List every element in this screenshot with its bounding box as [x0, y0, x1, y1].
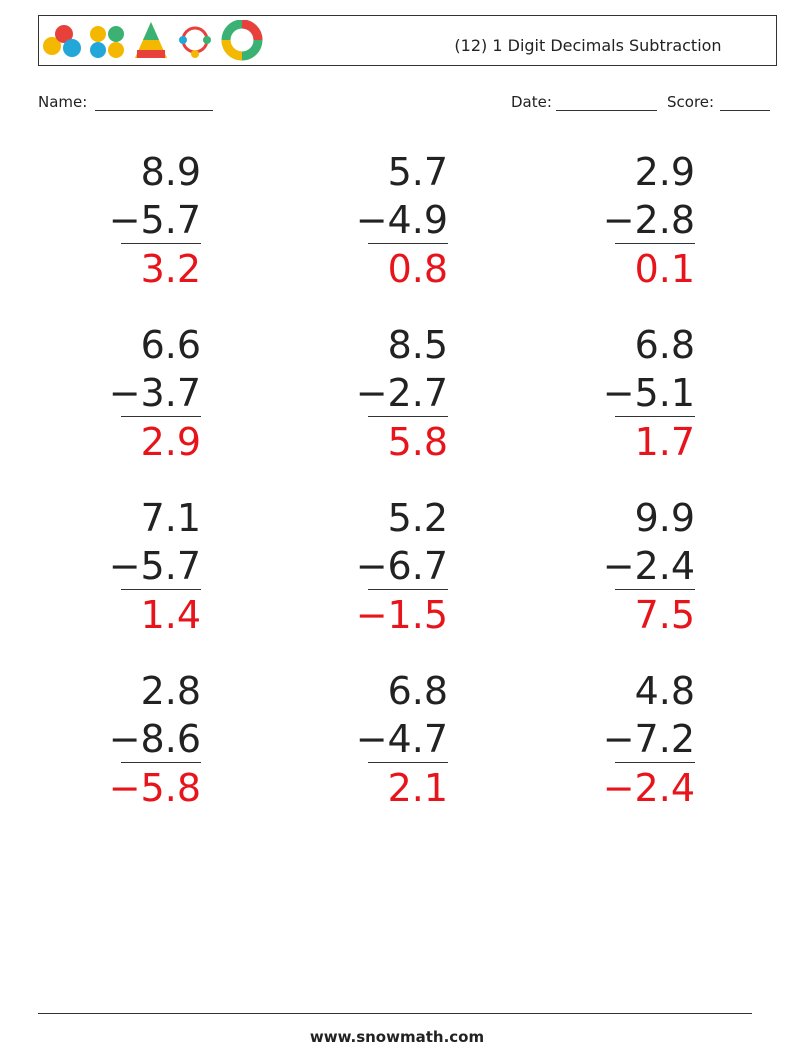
- top-number: 8.5: [387, 323, 448, 367]
- top-number: 5.2: [387, 496, 448, 540]
- bottom-number: −4.7: [355, 717, 448, 761]
- answer-line: [615, 416, 695, 417]
- bottom-number: −2.8: [602, 198, 695, 242]
- answer-line: [368, 243, 448, 244]
- top-number: 5.7: [387, 150, 448, 194]
- bottom-number: −2.7: [355, 371, 448, 415]
- name-line: [95, 110, 213, 111]
- top-number: 8.9: [140, 150, 201, 194]
- score-label: Score:: [667, 93, 715, 111]
- date-label: Date:: [511, 93, 552, 111]
- bottom-number: −2.4: [602, 544, 695, 588]
- answer-line: [615, 762, 695, 763]
- bottom-number: −4.9: [355, 198, 448, 242]
- header-box: [38, 15, 777, 66]
- top-number: 2.8: [140, 669, 201, 713]
- title: (12) 1 Digit Decimals Subtraction: [454, 36, 722, 55]
- answer: 7.5: [634, 593, 695, 637]
- answer: 1.7: [634, 420, 695, 464]
- answer-line: [121, 762, 201, 763]
- answer: 3.2: [140, 247, 201, 291]
- answer: −1.5: [355, 593, 448, 637]
- top-number: 7.1: [140, 496, 201, 540]
- answer-line: [121, 416, 201, 417]
- bottom-number: −5.7: [108, 544, 201, 588]
- answer: 0.1: [634, 247, 695, 291]
- top-number: 2.9: [634, 150, 695, 194]
- top-number: 6.8: [634, 323, 695, 367]
- top-number: 6.8: [387, 669, 448, 713]
- answer: 2.1: [387, 766, 448, 810]
- bottom-number: −6.7: [355, 544, 448, 588]
- answer: −5.8: [108, 766, 201, 810]
- bottom-number: −5.1: [602, 371, 695, 415]
- score-line: [720, 110, 770, 111]
- answer-line: [615, 589, 695, 590]
- top-number: 6.6: [140, 323, 201, 367]
- answer: 2.9: [140, 420, 201, 464]
- date-line: [556, 110, 657, 111]
- answer-line: [121, 589, 201, 590]
- answer: 5.8: [387, 420, 448, 464]
- answer-line: [615, 243, 695, 244]
- bottom-number: −3.7: [108, 371, 201, 415]
- bottom-number: −8.6: [108, 717, 201, 761]
- answer-line: [368, 416, 448, 417]
- name-label: Name:: [38, 93, 88, 111]
- logo: [43, 20, 263, 61]
- top-number: 4.8: [634, 669, 695, 713]
- bottom-number: −5.7: [108, 198, 201, 242]
- answer: 0.8: [387, 247, 448, 291]
- footer-line: [38, 1013, 752, 1014]
- answer: −2.4: [602, 766, 695, 810]
- answer: 1.4: [140, 593, 201, 637]
- footer: www.snowmath.com: [309, 1028, 485, 1046]
- top-number: 9.9: [634, 496, 695, 540]
- answer-line: [368, 762, 448, 763]
- answer-line: [121, 243, 201, 244]
- answer-line: [368, 589, 448, 590]
- bottom-number: −7.2: [602, 717, 695, 761]
